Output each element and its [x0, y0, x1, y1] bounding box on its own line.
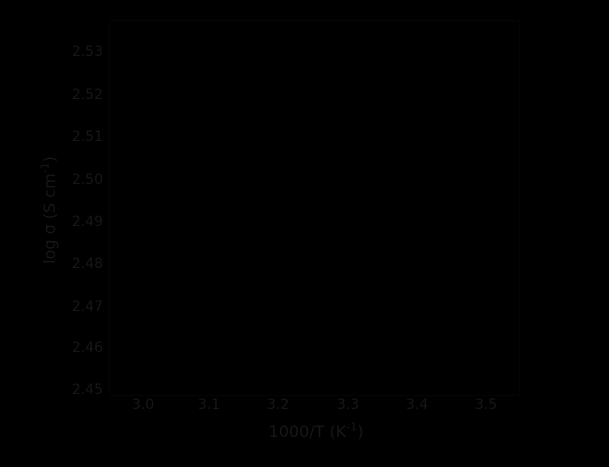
y-axis-title: log σ (S cm-1) — [38, 102, 60, 318]
x-tick-label: 3.1 — [197, 397, 221, 413]
x-tick-label: 3.0 — [131, 397, 155, 413]
y-tick-label: 2.46 — [71, 340, 103, 356]
x-axis-title-close: ) — [357, 422, 364, 441]
x-tick-label: 3.4 — [405, 397, 429, 413]
y-tick-label: 2.47 — [71, 299, 103, 315]
plot-area — [109, 20, 520, 396]
y-axis-title-superscript: -1 — [38, 162, 52, 174]
y-axis-title-text: log σ (S cm — [40, 173, 59, 264]
y-tick-label: 2.52 — [71, 87, 103, 103]
y-axis-title-close: ) — [40, 156, 59, 163]
y-tick-label: 2.53 — [71, 44, 103, 60]
y-tick-label: 2.48 — [71, 256, 103, 272]
y-tick-label: 2.50 — [71, 172, 103, 188]
x-axis-title-superscript: -1 — [346, 420, 358, 434]
x-tick-label: 3.3 — [336, 397, 360, 413]
x-tick-label: 3.5 — [474, 397, 498, 413]
x-axis-title-text: 1000/T (K — [268, 422, 347, 441]
y-tick-label: 2.45 — [71, 382, 103, 398]
y-tick-label: 2.51 — [71, 129, 103, 145]
y-tick-label: 2.49 — [71, 214, 103, 230]
x-tick-label: 3.2 — [266, 397, 290, 413]
x-axis-title: 1000/T (K-1) — [116, 420, 516, 441]
